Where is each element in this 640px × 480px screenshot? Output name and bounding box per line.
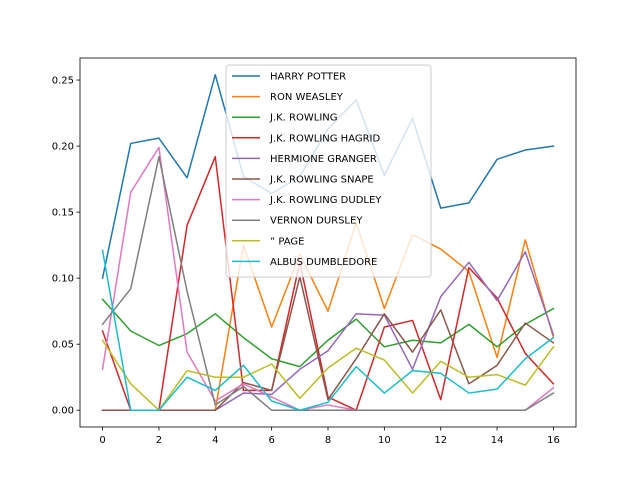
legend-label-4: HERMIONE GRANGER	[270, 154, 377, 165]
x-tick-label: 12	[434, 435, 447, 446]
y-tick-label: 0.25	[52, 76, 74, 87]
x-tick-label: 10	[378, 435, 391, 446]
x-tick-label: 2	[156, 435, 162, 446]
y-tick-label: 0.20	[52, 142, 74, 153]
legend-label-7: VERNON DURSLEY	[270, 216, 363, 227]
x-tick-label: 4	[212, 435, 218, 446]
series-line-8	[101, 339, 555, 411]
legend: HARRY POTTER RON WEASLEY J.K. ROWLING J.K. …	[225, 64, 432, 278]
series-line-5	[101, 276, 555, 411]
legend-label-3: J.K. ROWLING HAGRID	[269, 133, 381, 144]
x-tick-label: 16	[547, 435, 560, 446]
y-tick-label: 0.00	[52, 406, 74, 417]
legend-label-9: ALBUS DUMBLEDORE	[270, 257, 377, 268]
legend-label-2: J.K. ROWLING	[269, 113, 338, 124]
legend-label-8: ” PAGE	[270, 236, 304, 247]
series-line-2	[101, 298, 555, 368]
x-axis: 0 2 4 6 8 10 12 14 16	[99, 427, 560, 446]
y-tick-label: 0.10	[52, 274, 74, 285]
series-layer	[101, 74, 555, 411]
series-line-9	[101, 249, 555, 411]
x-tick-label: 6	[268, 435, 274, 446]
y-tick-label: 0.15	[52, 208, 74, 219]
y-tick-label: 0.05	[52, 340, 74, 351]
legend-box	[225, 64, 432, 278]
series-line-7	[101, 155, 555, 411]
legend-label-5: J.K. ROWLING SNAPE	[269, 175, 374, 186]
legend-label-0: HARRY POTTER	[270, 72, 346, 83]
legend-label-1: RON WEASLEY	[270, 92, 344, 103]
x-tick-label: 0	[99, 435, 105, 446]
legend-label-6: J.K. ROWLING DUDLEY	[269, 195, 382, 206]
x-tick-label: 8	[325, 435, 331, 446]
x-tick-label: 14	[491, 435, 504, 446]
y-axis: 0.00 0.05 0.10 0.15 0.20 0.25	[52, 76, 80, 417]
